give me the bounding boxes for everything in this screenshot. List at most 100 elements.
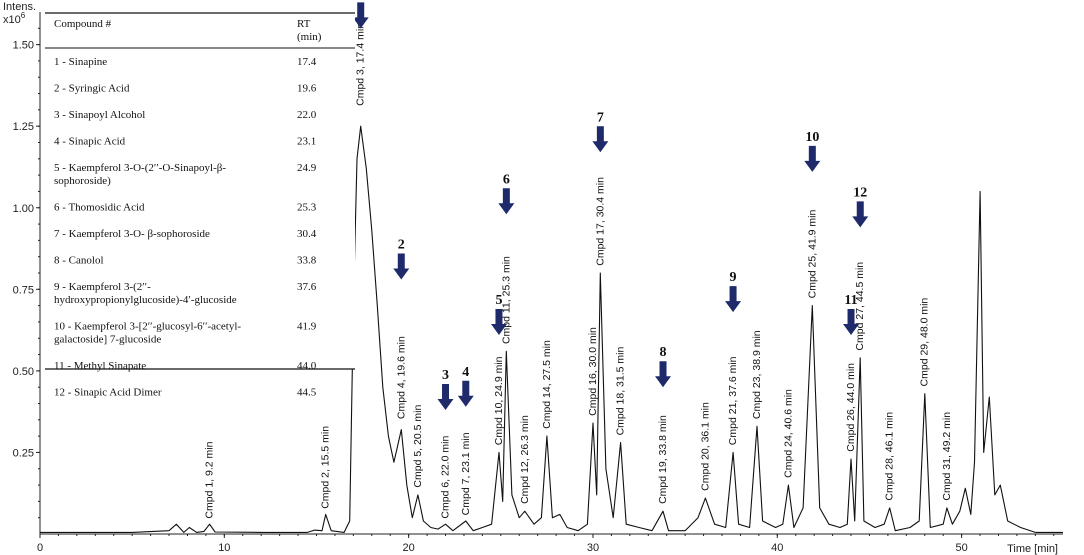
table-rt-value: 44.5 <box>297 387 317 399</box>
down-arrow-icon <box>843 308 860 335</box>
peak-label: Cmpd 27, 44.5 min <box>854 262 866 351</box>
arrow-number: 3 <box>442 368 449 383</box>
arrow-number: 4 <box>462 365 469 380</box>
table-background <box>45 13 355 369</box>
compound-table: Compound # RT(min) 1 - Sinapine 17.4 2 - Syr… <box>45 12 355 399</box>
peak-label: Cmpd 18, 31.5 min <box>615 347 627 436</box>
peak-label: Cmpd 19, 33.8 min <box>657 415 669 504</box>
table-header-rt-unit: (min) <box>297 31 322 43</box>
peak-label: Cmpd 23, 38.9 min <box>751 330 763 419</box>
table-rt-value: 24.9 <box>297 162 317 174</box>
table-compound-name: 8 - Canolol <box>54 255 104 267</box>
peak-label: Cmpd 5, 20.5 min <box>412 405 424 488</box>
peak-label: Cmpd 26, 44.0 min <box>845 363 857 452</box>
peak-label: Cmpd 14, 27.5 min <box>541 340 553 429</box>
table-rt-value: 44.0 <box>297 360 317 372</box>
table-rt-value: 23.1 <box>297 136 316 148</box>
arrow-number: 11 <box>844 293 857 308</box>
table-header-rt: RT <box>297 18 311 30</box>
peak-label: Cmpd 4, 19.6 min <box>395 336 407 419</box>
peak-label: Cmpd 24, 40.6 min <box>782 389 794 478</box>
table-rt-value: 41.9 <box>297 321 317 333</box>
peak-label: Cmpd 16, 30.0 min <box>587 327 599 416</box>
table-rt-value: 17.4 <box>297 56 317 68</box>
down-arrow-icon <box>592 126 609 153</box>
table-rt-value: 25.3 <box>297 202 317 214</box>
peak-label: Cmpd 10, 24.9 min <box>493 356 505 445</box>
down-arrow-icon <box>804 145 821 172</box>
arrow-number: 1 <box>357 0 364 1</box>
x-tick-label: 10 <box>218 542 230 554</box>
peak-label: Cmpd 2, 15.5 min <box>320 426 332 509</box>
table-compound-name: 12 - Sinapic Acid Dimer <box>54 387 162 399</box>
peak-label: Cmpd 21, 37.6 min <box>727 356 739 445</box>
table-compound-name: sophoroside) <box>54 175 111 187</box>
x-axis-label: Time [min] <box>1007 543 1058 555</box>
x-tick-label: 40 <box>771 542 783 554</box>
y-tick-label: 1.00 <box>13 203 34 215</box>
chromatogram-trace <box>40 125 1063 533</box>
table-rt-value: 33.8 <box>297 255 317 267</box>
peak-label: Cmpd 28, 46.1 min <box>884 412 896 501</box>
peak-label: Cmpd 7, 23.1 min <box>460 432 472 515</box>
arrow-number: 8 <box>660 345 667 360</box>
peak-label: Cmpd 1, 9.2 min <box>204 441 216 518</box>
down-arrow-icon <box>437 384 454 411</box>
table-rt-value: 19.6 <box>297 83 317 95</box>
peak-arrows: 123456789101112 <box>352 0 869 411</box>
y-tick-label: 0.75 <box>13 284 34 296</box>
chart-axes: Intens.x106 0.25 0.50 0.75 1.00 1.25 1.50 0 10 20… <box>3 1 1063 555</box>
y-tick-label: 1.25 <box>13 121 34 133</box>
table-compound-name: 2 - Syringic Acid <box>54 83 130 95</box>
peak-label: Cmpd 25, 41.9 min <box>806 209 818 298</box>
chromatogram-line <box>40 125 1063 533</box>
y-multiplier-exponent: 6 <box>21 11 26 20</box>
x-tick-label: 50 <box>955 542 967 554</box>
peak-label: Cmpd 3, 17.4 min <box>355 23 367 106</box>
table-header-compound: Compound # <box>54 18 112 30</box>
x-tick-label: 20 <box>403 542 415 554</box>
arrow-number: 9 <box>730 270 737 285</box>
peak-label: Cmpd 17, 30.4 min <box>594 177 606 266</box>
table-compound-name: 3 - Sinapoyl Alcohol <box>54 109 145 121</box>
y-tick-label: 0.25 <box>13 447 34 459</box>
down-arrow-icon <box>725 286 742 313</box>
y-tick-label: 1.50 <box>13 40 34 52</box>
down-arrow-icon <box>490 308 507 335</box>
arrow-number: 7 <box>597 110 604 125</box>
peak-label: Cmpd 29, 48.0 min <box>919 298 931 387</box>
down-arrow-icon <box>352 2 369 29</box>
table-compound-name: 5 - Kaempferol 3-O-(2′′-O-Sinapoyl-β- <box>54 162 226 174</box>
down-arrow-icon <box>498 188 515 215</box>
y-multiplier: x106 <box>3 11 26 26</box>
y-axis-label: Intens. <box>3 1 36 13</box>
x-tick-label: 0 <box>37 542 43 554</box>
arrow-number: 12 <box>853 185 867 200</box>
peak-labels: Cmpd 1, 9.2 min Cmpd 2, 15.5 min Cmpd 3, 1… <box>204 23 953 519</box>
peak-label: Cmpd 20, 36.1 min <box>699 402 711 491</box>
x-tick-label: 30 <box>587 542 599 554</box>
peak-label: Cmpd 12, 26.3 min <box>519 415 531 504</box>
table-rt-value: 22.0 <box>297 109 317 121</box>
table-rt-value: 37.6 <box>297 281 317 293</box>
arrow-number: 5 <box>495 293 502 308</box>
down-arrow-icon <box>457 380 474 407</box>
table-compound-name: 10 - Kaempferol 3-[2′′-glucosyl-6′′-acet… <box>54 321 241 333</box>
peak-label: Cmpd 11, 25.3 min <box>500 256 512 344</box>
table-rt-value: 30.4 <box>297 228 317 240</box>
down-arrow-icon <box>393 253 410 280</box>
table-compound-name: 11 - Methyl Sinapate <box>54 360 146 372</box>
arrow-number: 10 <box>805 130 819 145</box>
table-compound-name: 1 - Sinapine <box>54 56 107 68</box>
peak-label: Cmpd 31, 49.2 min <box>941 412 953 501</box>
table-compound-name: 7 - Kaempferol 3-O- β-sophoroside <box>54 228 210 240</box>
arrow-number: 6 <box>503 172 510 187</box>
table-compound-name: hydroxypropionylglucoside)-4′-glucoside <box>54 294 237 306</box>
down-arrow-icon <box>655 361 672 388</box>
peak-label: Cmpd 6, 22.0 min <box>440 436 452 519</box>
down-arrow-icon <box>852 201 869 228</box>
arrow-number: 2 <box>398 238 405 253</box>
table-compound-name: galactoside] 7-glucoside <box>54 334 161 346</box>
table-compound-name: 9 - Kaempferol 3-(2′′- <box>54 281 151 293</box>
y-tick-label: 0.50 <box>13 366 34 378</box>
